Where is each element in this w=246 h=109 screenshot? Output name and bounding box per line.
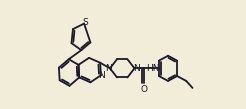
Text: N: N <box>133 64 139 73</box>
Text: O: O <box>140 85 147 94</box>
Text: N: N <box>98 71 105 80</box>
Text: S: S <box>82 18 88 27</box>
Text: N: N <box>105 64 112 73</box>
Text: HN: HN <box>146 64 159 73</box>
